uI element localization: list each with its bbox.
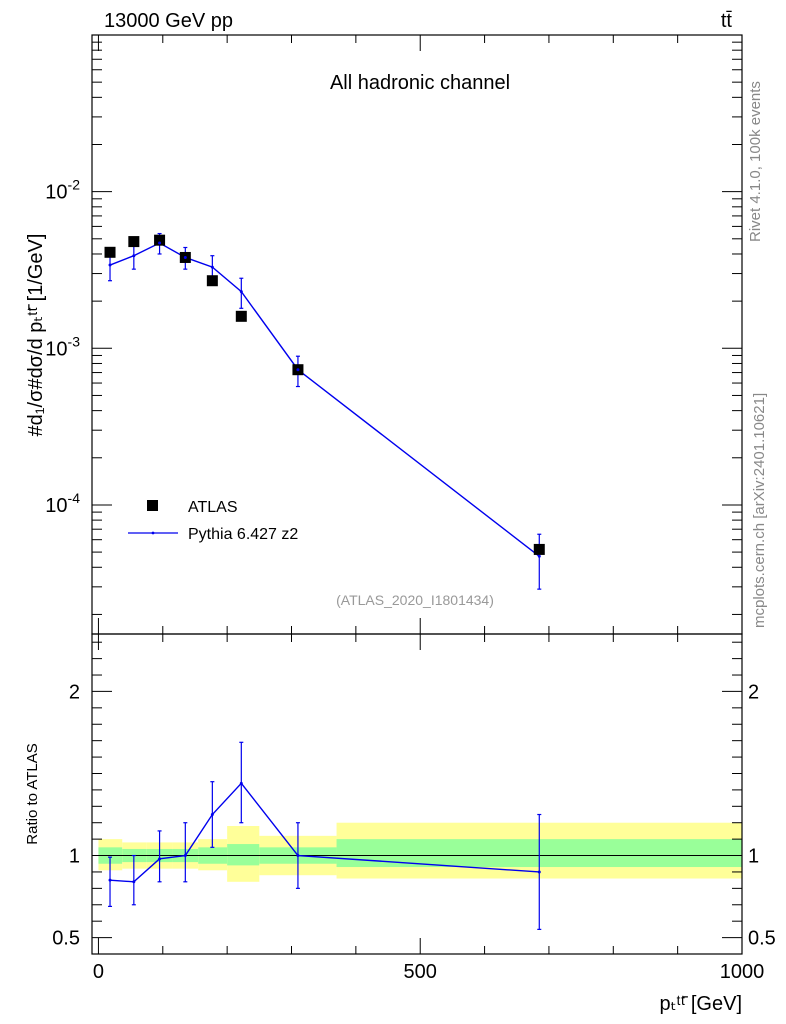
x-tick-label: 1000 xyxy=(720,961,765,983)
main-y-tick-label-base: 10 xyxy=(45,495,67,517)
pythia-point xyxy=(537,554,541,558)
process-label: tt̄ xyxy=(721,10,733,32)
pythia-point xyxy=(210,265,214,269)
x-tick-label: 500 xyxy=(404,961,437,983)
ratio-series-group xyxy=(108,741,542,930)
legend-atlas-label: ATLAS xyxy=(188,499,238,516)
atlas-data-point xyxy=(154,234,166,246)
rivet-version-label: Rivet 4.1.0, 100k events xyxy=(747,81,764,242)
legend: ATLAS Pythia 6.427 z2 xyxy=(128,499,298,543)
atlas-data-point xyxy=(104,246,116,258)
main-y-tick-labels: 10-210-310-4 xyxy=(45,177,80,517)
pythia-point xyxy=(296,368,300,372)
pythia-point xyxy=(108,263,112,267)
main-y-tick-label: 10-2 xyxy=(45,177,80,204)
ratio-panel: 0.5 0.5 1 1 2 2 0 500 1000 Ratio to ATLAS pₜᵗᵗ̄ … xyxy=(24,633,776,1015)
legend-pythia-marker xyxy=(151,531,155,535)
ratio-pythia-point xyxy=(239,781,243,785)
ratio-uncertainty-bands xyxy=(98,822,742,882)
analysis-id-label: (ATLAS_2020_I1801434) xyxy=(336,592,494,608)
ratio-axis-ticks xyxy=(92,634,743,954)
main-y-tick-label: 10-3 xyxy=(45,333,80,360)
ratio-pythia-line xyxy=(109,782,540,883)
ratio-y-axis-label: Ratio to ATLAS xyxy=(24,743,41,844)
ratio-y-tick-label-right: 2 xyxy=(748,681,759,703)
x-axis-label: pₜᵗᵗ̄ [GeV] xyxy=(660,993,743,1015)
main-y-tick-label-exponent: -2 xyxy=(68,177,81,193)
mcplots-label: mcplots.cern.ch [arXiv:2401.10621] xyxy=(751,393,768,628)
legend-pythia-label: Pythia 6.427 z2 xyxy=(188,526,298,543)
energy-label: 13000 GeV pp xyxy=(104,10,233,32)
ratio-pythia-point xyxy=(296,854,300,858)
ratio-pythia-point xyxy=(132,880,136,884)
main-y-axis-label: #d₁/σ#dσ/d pₜᵗᵗ̄ [1/GeV] xyxy=(25,234,47,437)
ratio-y-tick-label-right: 0.5 xyxy=(748,928,776,950)
x-tick-label: 0 xyxy=(93,961,104,983)
atlas-data-point xyxy=(128,236,140,248)
ratio-y-tick-label-left: 2 xyxy=(69,681,80,703)
main-y-tick-label-exponent: -4 xyxy=(68,490,81,506)
ratio-pythia-point xyxy=(210,813,214,817)
ratio-band-inner xyxy=(227,844,260,866)
atlas-data-point xyxy=(533,543,545,555)
atlas-data-point xyxy=(206,275,218,287)
ratio-pythia-point xyxy=(537,870,541,874)
main-series-group xyxy=(104,232,545,590)
ratio-pythia-point xyxy=(183,854,187,858)
main-axis-ticks xyxy=(92,34,743,634)
main-y-tick-label-base: 10 xyxy=(45,182,67,204)
pythia-line xyxy=(109,242,540,557)
ratio-tick-labels: 0.5 0.5 1 1 2 2 0 500 1000 xyxy=(52,681,776,983)
chart-title: All hadronic channel xyxy=(330,72,510,94)
ratio-y-tick-label-right: 1 xyxy=(748,846,759,868)
ratio-panel-frame xyxy=(91,633,743,955)
ratio-pythia-point xyxy=(158,857,162,861)
main-y-tick-label-base: 10 xyxy=(45,338,67,360)
main-panel: 10-210-310-4 All hadronic channel (ATLAS… xyxy=(25,34,743,635)
main-y-tick-label: 10-4 xyxy=(45,490,80,517)
main-panel-frame xyxy=(91,34,743,635)
pythia-point xyxy=(183,255,187,259)
legend-atlas-marker xyxy=(147,500,158,511)
ratio-y-tick-label-left: 1 xyxy=(69,846,80,868)
main-y-tick-label-exponent: -3 xyxy=(68,333,81,349)
pythia-point xyxy=(132,254,136,258)
pythia-point xyxy=(158,241,162,245)
ratio-pythia-point xyxy=(108,878,112,882)
atlas-data-point xyxy=(235,310,247,322)
pythia-point xyxy=(239,290,243,294)
ratio-y-tick-label-left: 0.5 xyxy=(52,928,80,950)
